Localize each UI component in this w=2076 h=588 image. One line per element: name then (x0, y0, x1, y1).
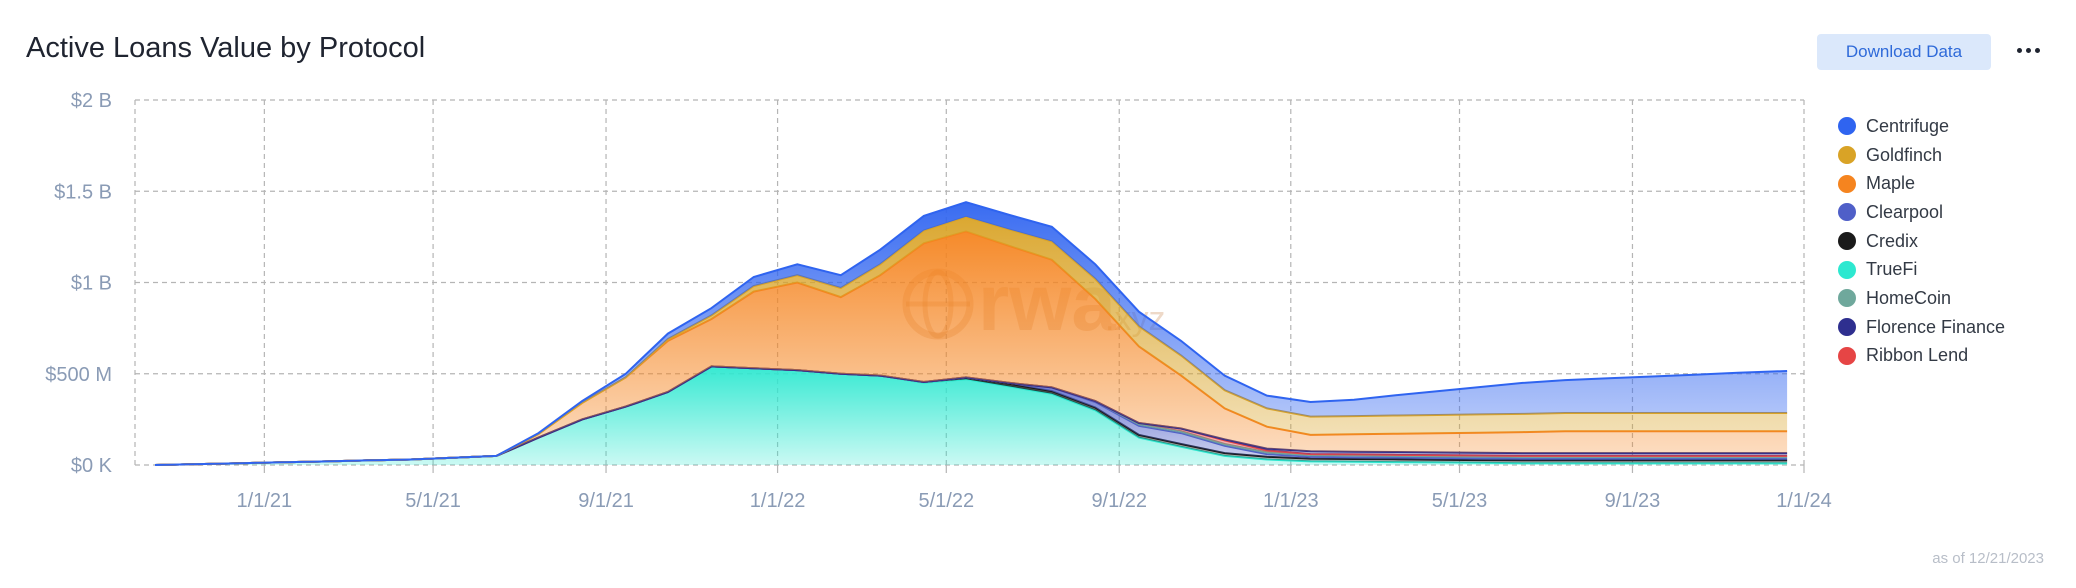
legend-label: Centrifuge (1866, 115, 1950, 136)
legend-label: Goldfinch (1866, 144, 1943, 165)
legend-swatch (1838, 346, 1856, 365)
ellipsis-icon[interactable] (2012, 36, 2044, 64)
x-tick-label: 9/1/23 (1605, 490, 1661, 512)
legend-item-florence-finance[interactable]: Florence Finance (1838, 313, 2005, 342)
legend-item-centrifuge[interactable]: Centrifuge (1838, 112, 2005, 141)
x-tick-label: 5/1/21 (405, 490, 461, 512)
legend-label: TrueFi (1866, 259, 1918, 280)
x-tick-label: 5/1/23 (1432, 490, 1488, 512)
x-tick-label: 1/1/22 (750, 490, 806, 512)
legend-item-clearpool[interactable]: Clearpool (1838, 198, 2005, 227)
legend-label: Credix (1866, 230, 1919, 251)
legend-swatch (1838, 318, 1856, 337)
area-truefi (155, 366, 1788, 465)
area-layer (154, 201, 1788, 466)
legend-label: HomeCoin (1866, 287, 1952, 308)
x-tick-label: 1/1/21 (237, 490, 293, 512)
legend-swatch (1838, 232, 1856, 251)
legend-label: Ribbon Lend (1866, 345, 1969, 366)
area-chart: rwa .xyz $0 K$500 M$1 B$1.5 B$2 B1/1/215… (45, 90, 1832, 512)
x-tick-label: 9/1/21 (578, 490, 634, 512)
legend-label: Clearpool (1866, 201, 1944, 222)
legend-item-homecoin[interactable]: HomeCoin (1838, 284, 2005, 313)
y-tick-label: $1 B (71, 273, 112, 295)
legend-swatch (1838, 203, 1856, 222)
x-tick-label: 9/1/22 (1091, 490, 1147, 512)
y-tick-label: $2 B (71, 90, 112, 112)
chart-title: Active Loans Value by Protocol (26, 32, 426, 64)
y-tick-label: $0 K (71, 455, 113, 477)
area-florence-finance (155, 366, 1788, 465)
download-data-button[interactable]: Download Data (1817, 34, 1991, 70)
chart-legend: Centrifuge Goldfinch Maple Clearpool Credix T… (1838, 112, 2005, 370)
legend-label: Florence Finance (1866, 316, 2006, 337)
line-centrifuge (154, 201, 1788, 466)
legend-swatch (1838, 260, 1856, 279)
legend-item-ribbon-lend[interactable]: Ribbon Lend (1838, 342, 2005, 371)
legend-item-truefi[interactable]: TrueFi (1838, 255, 2005, 284)
legend-item-maple[interactable]: Maple (1838, 169, 2005, 198)
legend-swatch (1838, 146, 1856, 165)
legend-swatch (1838, 289, 1856, 308)
legend-label: Maple (1866, 173, 1916, 194)
area-centrifuge (155, 202, 1788, 465)
legend-swatch (1838, 117, 1856, 136)
y-tick-label: $500 M (45, 364, 112, 386)
legend-item-credix[interactable]: Credix (1838, 227, 2005, 256)
axis-layer: $0 K $500 M $1 B $1.5 B $2 B 1/1/21 5/1/21 9/1/… (45, 90, 1832, 512)
legend-item-goldfinch[interactable]: Goldfinch (1838, 141, 2005, 170)
as-of-date: as of 12/21/2023 (1932, 550, 2044, 567)
x-tick-label: 5/1/22 (918, 490, 974, 512)
area-maple (155, 231, 1788, 465)
legend-swatch (1838, 174, 1856, 193)
x-tick-label: 1/1/23 (1263, 490, 1319, 512)
y-tick-label: $1.5 B (54, 181, 112, 203)
x-tick-label: 1/1/24 (1776, 490, 1832, 512)
